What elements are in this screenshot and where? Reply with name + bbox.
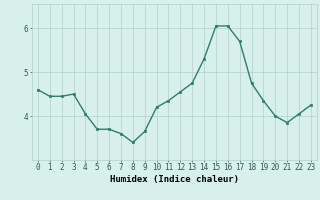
X-axis label: Humidex (Indice chaleur): Humidex (Indice chaleur)	[110, 175, 239, 184]
